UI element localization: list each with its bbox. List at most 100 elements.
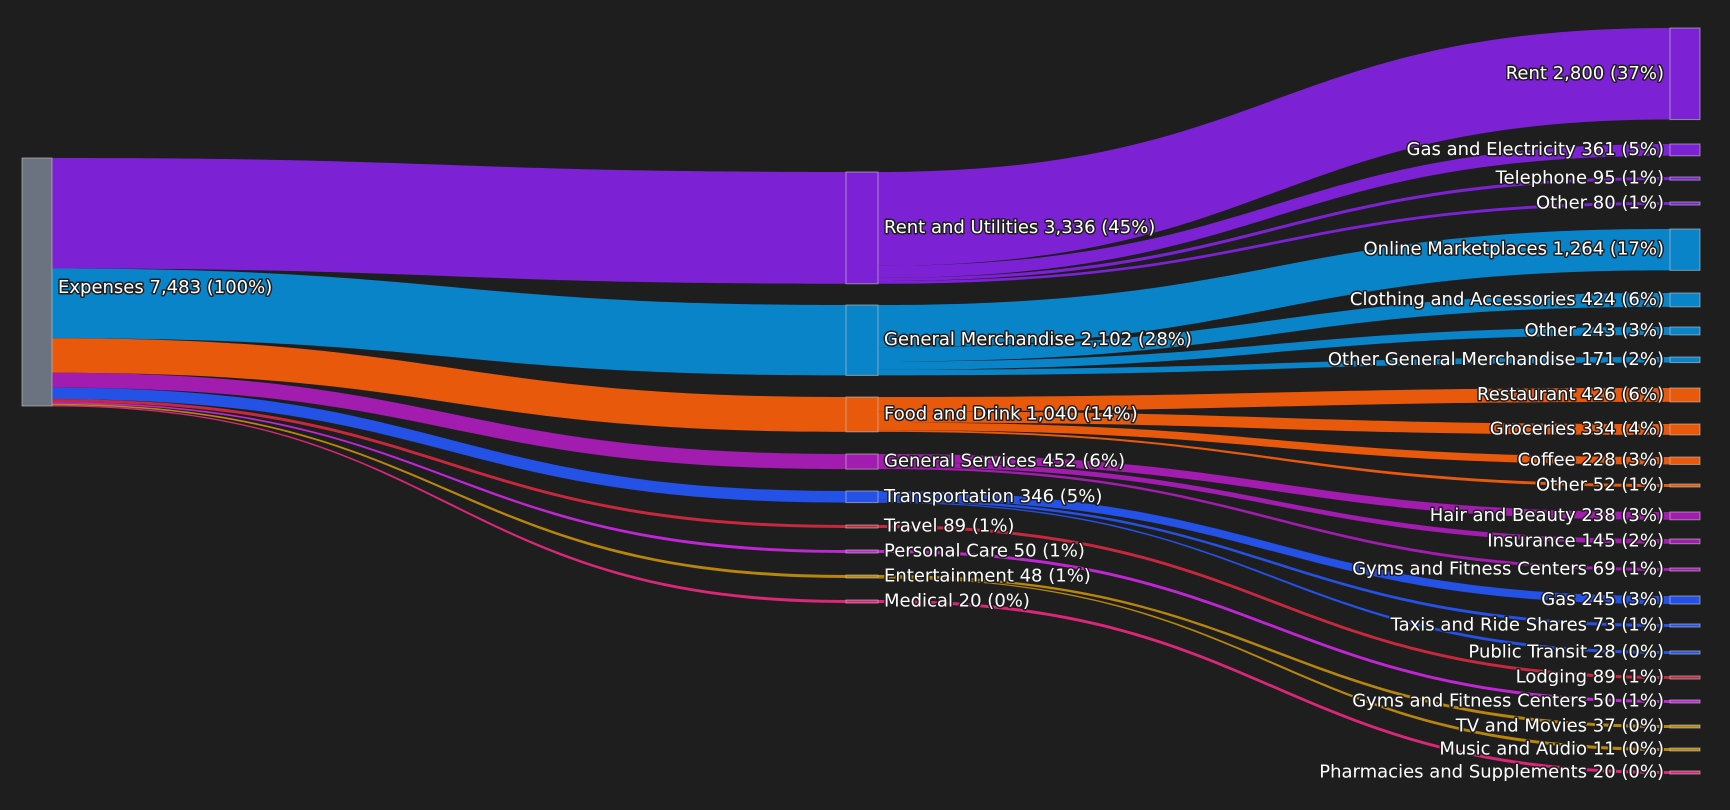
node-food_drink-coffee-228-3	[1669, 456, 1701, 465]
node-label-rent_utilities-gas-and-electricity-361-5: Gas and Electricity 361 (5%)	[1407, 139, 1664, 160]
node-label-travel: Travel 89 (1%)	[883, 516, 1014, 537]
node-personal_care-gyms-and-fitness-centers-50-1	[1669, 699, 1701, 704]
node-entertainment-tv-and-movies-37-0	[1669, 724, 1701, 729]
link-rent_utilities-gas-and-electricity-361-5	[878, 144, 1670, 278]
link-food_drink-coffee-228-3	[878, 422, 1670, 465]
node-general_merch-online-marketplaces-1-264-17	[1669, 228, 1701, 271]
node-label-general_merch: General Merchandise 2,102 (28%)	[884, 329, 1192, 350]
node-label-general_merch-other-general-merchandise-171-2: Other General Merchandise 171 (2%)	[1328, 349, 1664, 370]
link-transportation-public-transit-28-0	[878, 501, 1670, 654]
link-general_merch-clothing-and-accessories-424-6	[878, 293, 1670, 362]
node-label-transportation-taxis-and-ride-shares-73-1: Taxis and Ride Shares 73 (1%)	[1390, 615, 1664, 636]
node-expenses	[21, 157, 53, 407]
link-travel	[52, 399, 846, 528]
node-transportation-gas-245-3	[1669, 595, 1701, 605]
link-rent_utilities-other-80-1	[878, 202, 1670, 284]
node-label-rent_utilities: Rent and Utilities 3,336 (45%)	[884, 217, 1155, 238]
node-general_merch	[845, 304, 879, 376]
node-food_drink-groceries-334-4	[1669, 423, 1701, 436]
link-general_merch	[52, 268, 846, 376]
node-label-general_services-gyms-and-fitness-centers-69-1: Gyms and Fitness Centers 69 (1%)	[1352, 559, 1664, 580]
link-transportation	[52, 387, 846, 503]
sankey-links	[52, 28, 1670, 774]
node-label-rent_utilities-rent-2-800-37: Rent 2,800 (37%)	[1506, 63, 1664, 84]
node-label-general_merch-other-243-3: Other 243 (3%)	[1524, 320, 1664, 341]
node-rent_utilities-gas-and-electricity-361-5	[1669, 143, 1701, 157]
node-label-personal_care-gyms-and-fitness-centers-50-1: Gyms and Fitness Centers 50 (1%)	[1352, 691, 1664, 712]
node-label-transportation: Transportation 346 (5%)	[883, 486, 1102, 507]
node-personal_care	[845, 549, 879, 554]
node-general_merch-clothing-and-accessories-424-6	[1669, 292, 1701, 308]
node-label-medical: Medical 20 (0%)	[884, 591, 1030, 612]
link-food_drink-restaurant-426-6	[878, 388, 1670, 412]
node-rent_utilities-other-80-1	[1669, 201, 1701, 206]
link-travel-lodging-89-1	[878, 525, 1670, 679]
node-entertainment-music-and-audio-11-0	[1669, 747, 1701, 752]
node-rent_utilities-telephone-95-1	[1669, 176, 1701, 181]
node-food_drink-restaurant-426-6	[1669, 387, 1701, 403]
link-medical	[52, 405, 846, 603]
node-transportation	[845, 490, 879, 504]
node-general_services-insurance-145-2	[1669, 538, 1701, 545]
node-label-general_services-hair-and-beauty-238-3: Hair and Beauty 238 (3%)	[1430, 505, 1664, 526]
node-medical-pharmacies-and-supplements-20-0	[1669, 770, 1701, 775]
link-entertainment-tv-and-movies-37-0	[878, 575, 1670, 728]
link-general_services-insurance-145-2	[878, 461, 1670, 544]
node-label-travel-lodging-89-1: Lodging 89 (1%)	[1516, 667, 1664, 688]
node-label-food_drink: Food and Drink 1,040 (14%)	[884, 403, 1138, 424]
node-general_services	[845, 453, 879, 470]
node-label-rent_utilities-telephone-95-1: Telephone 95 (1%)	[1495, 168, 1664, 189]
node-label-general_services-insurance-145-2: Insurance 145 (2%)	[1487, 530, 1664, 551]
node-label-food_drink-restaurant-426-6: Restaurant 426 (6%)	[1477, 384, 1664, 405]
node-label-general_merch-online-marketplaces-1-264-17: Online Marketplaces 1,264 (17%)	[1364, 239, 1665, 260]
link-food_drink-groceries-334-4	[878, 411, 1670, 435]
link-general_merch-other-243-3	[878, 327, 1670, 370]
node-rent_utilities-rent-2-800-37	[1669, 27, 1701, 121]
sankey-labels: Expenses 7,483 (100%) Rent and Utilities …	[57, 61, 1666, 784]
node-label-food_drink-groceries-334-4: Groceries 334 (4%)	[1490, 418, 1664, 439]
link-transportation-taxis-and-ride-shares-73-1	[878, 499, 1670, 627]
sankey-nodes	[21, 27, 1701, 775]
link-food_drink-other-52-1	[878, 430, 1670, 487]
link-rent_utilities-rent-2-800-37	[878, 28, 1670, 266]
node-label-entertainment-music-and-audio-11-0: Music and Audio 11 (0%)	[1439, 739, 1664, 760]
node-label-rent_utilities-other-80-1: Other 80 (1%)	[1536, 193, 1664, 214]
link-general_merch-other-general-merchandise-171-2	[878, 357, 1670, 376]
node-general_merch-other-243-3	[1669, 326, 1701, 336]
node-transportation-taxis-and-ride-shares-73-1	[1669, 623, 1701, 628]
link-general_merch-online-marketplaces-1-264-17	[878, 229, 1670, 348]
node-food_drink-other-52-1	[1669, 483, 1701, 488]
node-label-general_services: General Services 452 (6%)	[884, 451, 1125, 472]
link-general_services	[52, 372, 846, 470]
node-label-food_drink-coffee-228-3: Coffee 228 (3%)	[1517, 450, 1664, 471]
link-entertainment	[52, 403, 846, 578]
link-general_services-hair-and-beauty-238-3	[878, 454, 1670, 520]
link-personal_care-gyms-and-fitness-centers-50-1	[878, 550, 1670, 703]
link-personal_care	[52, 402, 846, 553]
node-travel	[845, 524, 879, 529]
node-label-general_merch-clothing-and-accessories-424-6: Clothing and Accessories 424 (6%)	[1350, 289, 1664, 310]
link-rent_utilities-telephone-95-1	[878, 177, 1670, 282]
node-medical	[845, 599, 879, 604]
node-label-entertainment-tv-and-movies-37-0: TV and Movies 37 (0%)	[1455, 716, 1664, 737]
node-label-medical-pharmacies-and-supplements-20-0: Pharmacies and Supplements 20 (0%)	[1319, 762, 1664, 783]
link-medical-pharmacies-and-supplements-20-0	[878, 600, 1670, 774]
link-general_services-gyms-and-fitness-centers-69-1	[878, 466, 1670, 571]
node-food_drink	[845, 396, 879, 433]
node-general_merch-other-general-merchandise-171-2	[1669, 356, 1701, 364]
node-label-transportation-public-transit-28-0: Public Transit 28 (0%)	[1468, 642, 1664, 663]
node-general_services-hair-and-beauty-238-3	[1669, 511, 1701, 521]
node-label-food_drink-other-52-1: Other 52 (1%)	[1536, 475, 1664, 496]
node-travel-lodging-89-1	[1669, 675, 1701, 680]
node-entertainment	[845, 574, 879, 579]
node-label-entertainment: Entertainment 48 (1%)	[884, 566, 1091, 587]
link-entertainment-music-and-audio-11-0	[878, 577, 1670, 751]
node-rent_utilities	[845, 171, 879, 285]
node-label-transportation-gas-245-3: Gas 245 (3%)	[1541, 589, 1664, 610]
link-food_drink	[52, 338, 846, 432]
node-label-personal_care: Personal Care 50 (1%)	[884, 541, 1085, 562]
node-transportation-public-transit-28-0	[1669, 650, 1701, 655]
node-general_services-gyms-and-fitness-centers-69-1	[1669, 567, 1701, 572]
link-transportation-gas-245-3	[878, 491, 1670, 605]
